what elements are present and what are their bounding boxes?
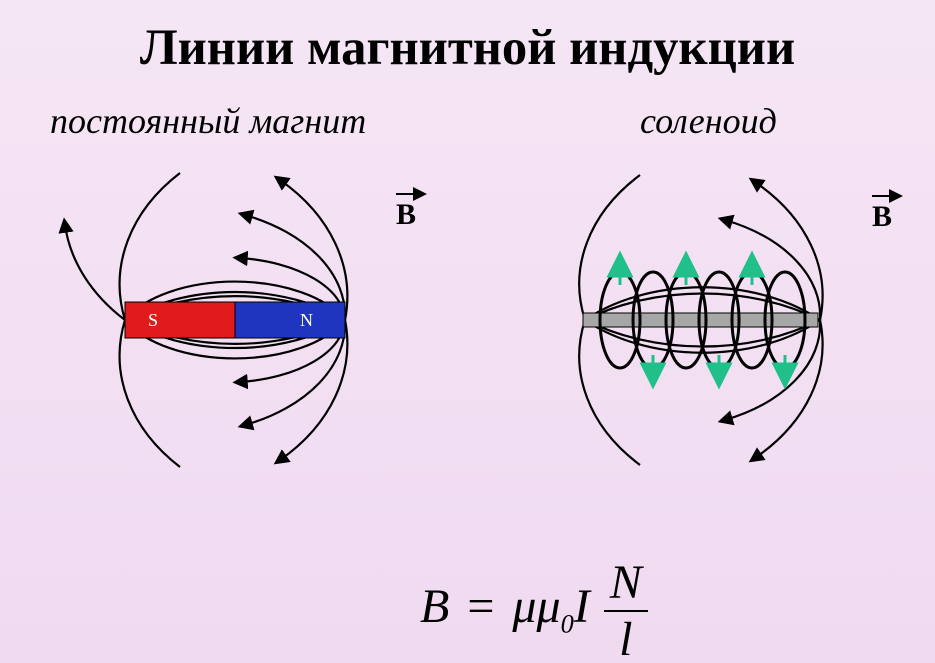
svg-text:B: B [872,200,892,233]
b-vector-label-left: B [396,194,420,231]
formula-lhs: B [420,580,449,633]
b-vector-label-right: B [872,196,896,233]
subtitle-bar-magnet: постоянный магнит [50,100,366,142]
subtitle-solenoid: соленоид [640,100,777,142]
south-pole-label: S [148,310,158,330]
formula-mu0-sub: 0 [561,609,574,639]
svg-text:B: B [396,198,416,231]
formula-num: N [604,555,648,612]
bar-magnet-diagram: S N B [0,140,470,520]
formula-I: I [574,580,590,633]
formula-mu0: μ [537,580,561,633]
page-title: Линии магнитной индукции [0,18,935,76]
formula-eq: = [467,580,494,633]
bar-magnet: S N [125,302,345,338]
solenoid-diagram: B [470,140,935,520]
formula-den: l [604,612,648,663]
formula-mu: μ [512,580,536,633]
page: { "title": { "text": "Линии магнитной ин… [0,0,935,663]
formula: B = μμ0I N l [420,555,648,663]
north-pole-label: N [300,310,313,330]
